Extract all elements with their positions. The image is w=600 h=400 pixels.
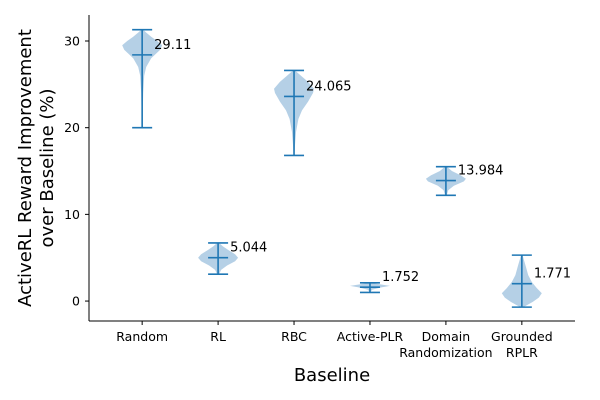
x-tick-label-line: Grounded [491,329,553,344]
x-tick-label-line: RL [210,329,226,344]
x-tick-label: Domain Randomization [399,329,492,360]
data-label: 13.984 [458,164,504,179]
violin-group [122,28,542,308]
y-axis-ticks: 0 10 20 30 [64,34,89,309]
x-tick-label: Active-PLR [337,329,404,344]
y-tick-label: 30 [64,34,80,49]
data-label: 1.771 [534,267,571,282]
x-tick-label-line: Domain [422,329,471,344]
data-labels: 29.11 5.044 24.065 1.752 13.984 1.771 [154,38,571,285]
y-axis-label-line: over Baseline (%) [37,88,58,247]
y-axis-label: ActiveRL Reward Improvementover Baseline… [15,29,58,307]
data-label: 1.752 [382,270,419,285]
x-tick-label-line: Active-PLR [337,329,404,344]
x-tick-label-line: RPLR [506,345,538,360]
x-tick-label: RL [210,329,226,344]
x-axis-ticks: Random RL RBC Active-PLR Domain Randomization… [116,321,553,360]
y-axis-label-line: ActiveRL Reward Improvement [15,29,36,307]
x-tick-label-line: Randomization [399,345,492,360]
x-axis-label: Baseline [294,365,370,386]
data-label: 5.044 [230,241,267,256]
data-label: 29.11 [154,38,191,53]
x-tick-label: Random [116,329,168,344]
x-tick-label: RBC [281,329,307,344]
y-tick-label: 10 [64,207,80,222]
y-tick-label: 0 [72,294,80,309]
y-tick-label: 20 [64,120,80,135]
x-tick-label-line: Random [116,329,168,344]
x-tick-label-line: RBC [281,329,307,344]
data-label: 24.065 [306,79,352,94]
x-tick-label: Grounded RPLR [491,329,553,360]
